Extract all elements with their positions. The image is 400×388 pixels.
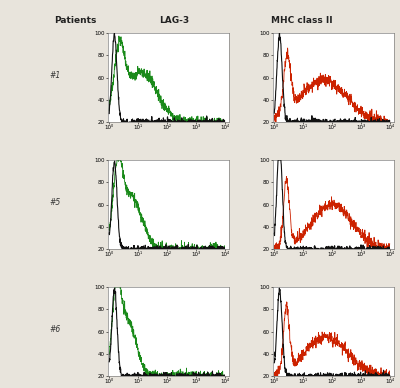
Text: #1: #1 — [49, 71, 60, 80]
Text: LAG-3: LAG-3 — [159, 16, 189, 25]
Text: Patients: Patients — [54, 16, 96, 25]
Text: #6: #6 — [49, 326, 60, 334]
Text: #5: #5 — [49, 198, 60, 207]
Text: MHC class II: MHC class II — [271, 16, 333, 25]
